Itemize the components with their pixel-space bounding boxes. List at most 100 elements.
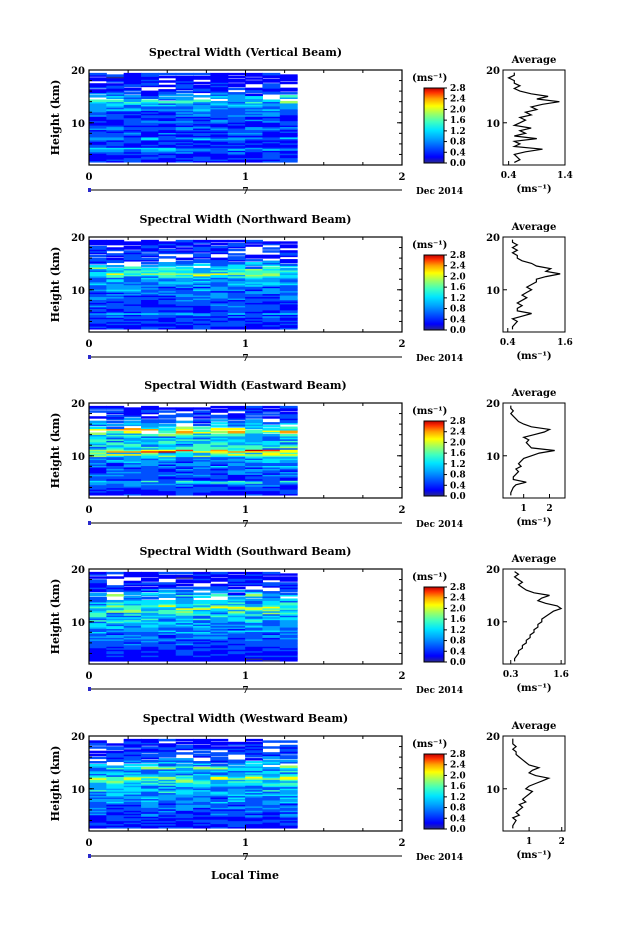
heatmap-cell	[106, 257, 125, 261]
avg-y-tick-label: 10	[486, 286, 500, 297]
heatmap-cell	[279, 787, 298, 791]
heatmap-cell	[193, 298, 211, 302]
heatmap-cell	[175, 78, 194, 82]
heatmap-cell	[262, 470, 281, 474]
heatmap-cell	[227, 741, 246, 745]
heatmap-cell	[262, 87, 281, 91]
heatmap-cell	[141, 428, 159, 431]
heatmap-cell	[193, 146, 211, 150]
heatmap-cell	[89, 142, 107, 145]
heatmap-cell	[279, 769, 298, 773]
heatmap-cell	[141, 310, 159, 314]
heatmap-cell	[279, 479, 298, 483]
heatmap-cell	[193, 783, 211, 786]
heatmap-cell	[262, 303, 281, 306]
heatmap-cell	[141, 250, 159, 253]
heatmap-cell	[175, 103, 194, 107]
heatmap-cell	[158, 462, 177, 465]
heatmap-cell	[175, 279, 194, 283]
x-tick-label: 1	[242, 172, 249, 183]
heatmap-cell	[158, 117, 177, 120]
heatmap-cell	[123, 319, 142, 323]
heatmap-cell	[123, 784, 142, 788]
heatmap-cell	[262, 753, 281, 757]
heatmap-cell	[210, 270, 229, 274]
heatmap-cell	[262, 442, 281, 446]
heatmap-cell	[262, 657, 281, 661]
heatmap-cell	[89, 95, 107, 98]
heatmap-cell	[141, 254, 159, 258]
heatmap-cell	[141, 253, 159, 256]
heatmap-cell	[193, 626, 211, 630]
heatmap-cell	[279, 77, 298, 80]
heatmap-cell	[158, 654, 177, 658]
heatmap-cell	[106, 656, 125, 659]
colorbar-tick-label: 0.8	[450, 471, 466, 481]
heatmap-cell	[245, 576, 263, 579]
heatmap-cell	[210, 781, 229, 785]
avg-x-tick-label: 0.3	[503, 670, 519, 680]
heatmap-cell	[193, 625, 211, 628]
heatmap-cell	[210, 784, 229, 788]
heatmap-cell	[175, 635, 194, 638]
heatmap-cell	[279, 582, 298, 585]
heatmap-cell	[89, 100, 107, 104]
heatmap-cell	[141, 269, 159, 272]
heatmap-cell	[141, 152, 159, 156]
heatmap-cell	[262, 482, 281, 486]
heatmap-cell	[89, 307, 107, 311]
heatmap-cell	[245, 625, 263, 628]
y-tick-label: 20	[71, 399, 85, 410]
heatmap-cell	[89, 111, 107, 114]
heatmap-cell	[262, 630, 281, 634]
heatmap-cell	[210, 78, 229, 82]
heatmap-cell	[193, 576, 211, 579]
heatmap-cell	[89, 315, 107, 318]
heatmap-cell	[141, 482, 159, 486]
heatmap-cell	[106, 588, 125, 591]
heatmap-cell	[106, 768, 125, 771]
heatmap-cell	[158, 140, 177, 144]
heatmap-cell	[245, 244, 263, 247]
heatmap-cell	[106, 802, 125, 805]
heatmap-cell	[210, 157, 229, 160]
heatmap-cell	[89, 259, 107, 262]
heatmap-cell	[89, 322, 107, 326]
heatmap-cell	[262, 315, 281, 318]
heatmap-cell	[158, 285, 177, 289]
heatmap-cell	[227, 617, 246, 621]
colorbar-unit: (ms⁻¹)	[412, 572, 447, 583]
heatmap-cell	[158, 433, 177, 437]
heatmap-cell	[141, 487, 159, 490]
heatmap-cell	[123, 154, 142, 157]
heatmap-cell	[193, 647, 211, 650]
heatmap-cell	[158, 475, 177, 478]
heatmap-cell	[123, 432, 142, 435]
heatmap-cell	[175, 653, 194, 656]
heatmap-cell	[158, 407, 177, 410]
heatmap-cell	[89, 784, 107, 788]
date-axis-start-marker	[88, 687, 91, 691]
heatmap-cell	[262, 275, 281, 278]
heatmap-cell	[279, 744, 298, 748]
heatmap-cell	[262, 72, 281, 76]
heatmap-cell	[89, 438, 107, 441]
heatmap-cell	[158, 275, 177, 278]
heatmap-cell	[227, 123, 246, 126]
avg-x-tick-label: 1.6	[557, 338, 573, 348]
heatmap-cell	[279, 451, 298, 455]
heatmap-cell	[262, 623, 281, 627]
heatmap-cell	[141, 278, 159, 281]
heatmap-cell	[175, 291, 194, 295]
heatmap-cell	[175, 444, 194, 447]
heatmap-cell	[158, 273, 177, 277]
heatmap-cell	[123, 451, 142, 455]
heatmap-cell	[262, 485, 281, 489]
heatmap-cell	[210, 741, 229, 745]
heatmap-cell	[279, 765, 298, 768]
heatmap-cell	[175, 778, 194, 782]
heatmap-cell	[123, 312, 142, 315]
heatmap-cell	[106, 86, 125, 89]
heatmap-cell	[279, 441, 298, 444]
colorbar-tick-label: 2.8	[450, 417, 466, 427]
